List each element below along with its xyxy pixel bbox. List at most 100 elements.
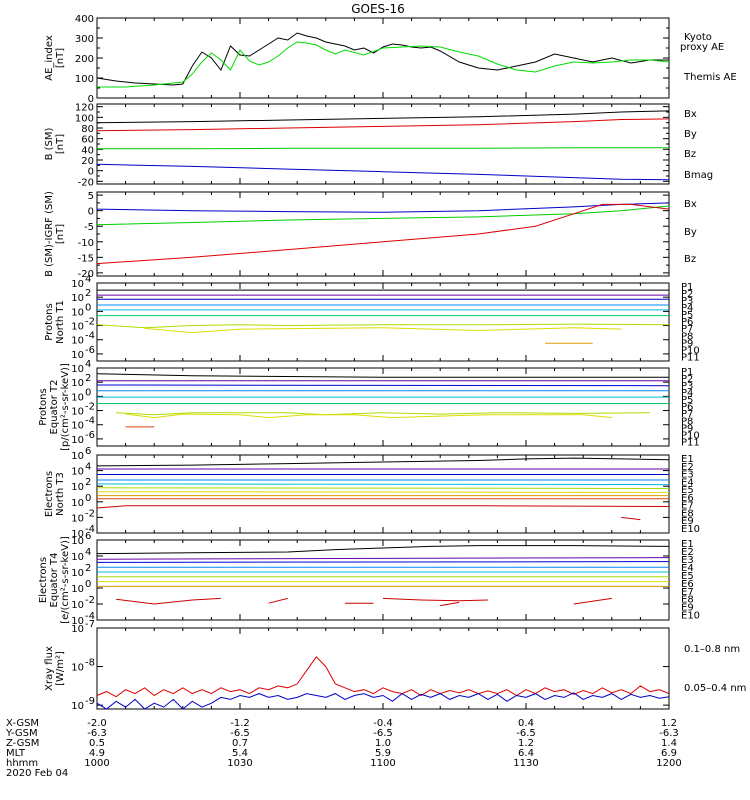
y-tick-label: 10 — [71, 536, 84, 547]
series-line — [96, 483, 670, 486]
y-tick-exponent: -2 — [85, 508, 95, 519]
legend-entry: E4 — [681, 477, 694, 488]
y-tick-exponent: 0 — [85, 302, 91, 313]
x-axis-row-label: Y-GSM — [5, 728, 38, 739]
y-axis-label: Electrons — [44, 471, 55, 517]
y-tick-label: 10 — [71, 600, 84, 611]
series-line — [440, 601, 460, 607]
series-line — [382, 597, 488, 602]
y-tick-label: 300 — [75, 34, 94, 45]
x-axis-value: 1000 — [84, 758, 109, 769]
x-axis-value: -6.3 — [659, 728, 679, 739]
y-tick-label: 10 — [71, 498, 84, 509]
x-axis-row-label: X-GSM — [6, 718, 39, 729]
y-tick-label: 80 — [81, 124, 94, 135]
y-tick-label: 10 — [71, 435, 84, 446]
y-tick-label: -20 — [78, 269, 94, 280]
legend-entry: E6 — [681, 579, 694, 590]
series-line — [96, 118, 670, 132]
y-tick-exponent: -6 — [85, 345, 95, 356]
legend-entry: By — [684, 227, 697, 238]
legend-entry: Bz — [684, 149, 696, 160]
series-line — [573, 597, 612, 605]
legend-entry: E3 — [681, 555, 694, 566]
y-tick-exponent: -4 — [85, 416, 95, 427]
x-axis-labels: X-GSM -2.0 -1.2 -0.4 0.4 1.2 Y-GSM -6.3 -6.5 -6.5… — [5, 718, 682, 779]
x-axis-value: 1130 — [513, 758, 538, 769]
y-tick-exponent: 4 — [85, 462, 91, 473]
legend-entry: P8 — [681, 331, 693, 342]
y-axis-label: [p/(cm²-s-sr-keV)] — [60, 363, 71, 451]
y-tick-label: 0 — [88, 94, 94, 105]
y-tick-exponent: 6 — [85, 446, 91, 457]
x-axis-value: 5.9 — [375, 748, 391, 759]
y-axis-label: Equator T4 — [49, 553, 60, 608]
y-tick-label: 100 — [75, 113, 94, 124]
x-axis-value: 5.4 — [232, 748, 248, 759]
y-tick-label: 10 — [71, 322, 84, 333]
plot-title: GOES-16 — [351, 2, 405, 16]
y-tick-exponent: -9 — [85, 696, 95, 707]
y-tick-exponent: 2 — [85, 563, 91, 574]
panel-frame — [96, 191, 670, 277]
y-tick-exponent: 0 — [85, 493, 91, 504]
y-axis-label: B (SM)-IGRF (SM) — [44, 191, 55, 277]
y-tick-exponent: 2 — [85, 477, 91, 488]
legend-entry: P7 — [681, 409, 693, 420]
y-tick-label: 10 — [71, 701, 84, 712]
legend-entry: P10 — [681, 430, 700, 441]
y-tick-label: 10 — [71, 663, 84, 674]
y-axis-label: Protons — [38, 388, 49, 425]
series-line — [144, 327, 622, 334]
legend-entry: proxy AE — [680, 42, 724, 53]
legend-entry: E10 — [681, 611, 700, 622]
legend-entry: E2 — [681, 547, 694, 558]
legend-entry: P5 — [681, 395, 693, 406]
legend-entry: E5 — [681, 485, 694, 496]
y-tick-exponent: 0 — [85, 387, 91, 398]
legend-entry: P1 — [681, 282, 693, 293]
legend-entry: P11 — [681, 352, 700, 363]
y-tick-label: 10 — [71, 392, 84, 403]
series-line — [96, 457, 670, 467]
y-tick-label: 10 — [71, 407, 84, 418]
legend-entry: Bx — [684, 109, 697, 120]
y-tick-exponent: -2 — [85, 402, 95, 413]
y-tick-exponent: -4 — [85, 611, 95, 622]
legend-entry: E7 — [681, 501, 694, 512]
x-axis-value: 0.5 — [89, 738, 105, 749]
y-tick-exponent: 2 — [85, 373, 91, 384]
y-tick-exponent: -6 — [85, 430, 95, 441]
x-axis-value: 0.7 — [232, 738, 248, 749]
y-axis-label: B (SM) — [44, 127, 55, 160]
series-line — [96, 203, 670, 265]
series-line — [96, 32, 669, 86]
legend-entry: P9 — [681, 423, 693, 434]
legend-entry: E8 — [681, 508, 694, 519]
series-line — [96, 505, 670, 509]
y-tick-label: 10 — [71, 624, 84, 635]
x-axis-value: 1100 — [370, 758, 395, 769]
y-tick-label: -15 — [78, 253, 94, 264]
y-axis-label: Xray flux — [44, 646, 55, 691]
y-tick-label: 10 — [71, 467, 84, 478]
series-line — [96, 545, 670, 555]
y-tick-exponent: -7 — [85, 619, 95, 630]
y-tick-label: -20 — [78, 177, 94, 188]
x-axis-row-label: hhmm — [6, 758, 38, 769]
x-axis-row-label: MLT — [6, 748, 26, 759]
y-tick-label: 0 — [88, 167, 94, 178]
y-tick-label: -10 — [78, 238, 94, 249]
x-axis-value: 1030 — [227, 758, 252, 769]
y-tick-exponent: 4 — [85, 359, 91, 370]
x-axis-value: 6.9 — [661, 748, 677, 759]
series-line — [96, 491, 670, 493]
date-label: 2020 Feb 04 — [6, 768, 68, 779]
y-tick-exponent: -4 — [85, 331, 95, 342]
y-tick-label: 10 — [71, 482, 84, 493]
x-axis-value: -6.5 — [230, 728, 250, 739]
